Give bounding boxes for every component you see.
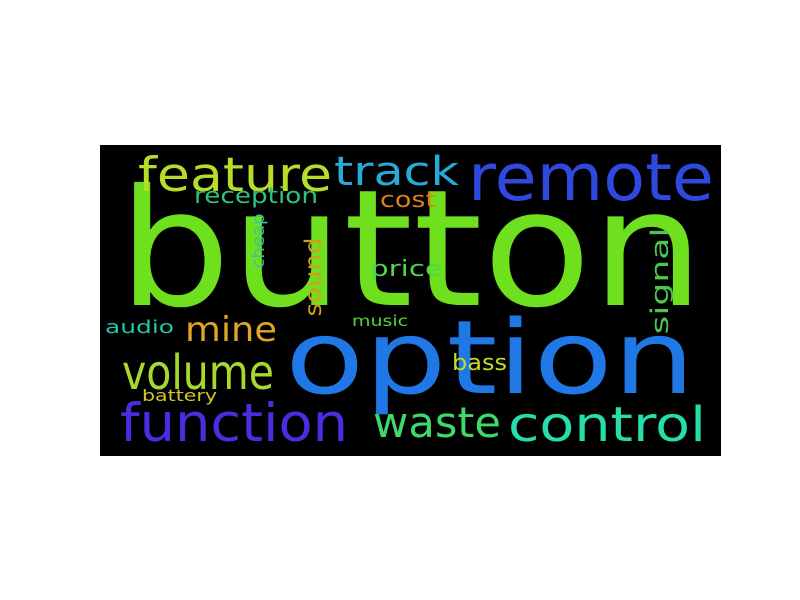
- word-bass: bass: [452, 351, 507, 376]
- word-cheap: cheap: [249, 214, 269, 269]
- word-waste: waste: [373, 398, 501, 447]
- word-cloud-background: [100, 145, 721, 456]
- word-button: button: [118, 156, 704, 344]
- word-price: price: [370, 257, 443, 282]
- word-function: function: [120, 393, 348, 454]
- word-audio: audio: [105, 317, 174, 338]
- word-mine: mine: [185, 310, 277, 350]
- word-cost: cost: [380, 188, 436, 213]
- word-feature: feature: [138, 148, 332, 203]
- word-signal: signal: [646, 228, 674, 335]
- word-reception: reception: [194, 184, 318, 209]
- word-volume: volume: [122, 345, 274, 401]
- word-option: option: [285, 299, 695, 418]
- word-track: track: [334, 149, 460, 195]
- word-battery: battery: [142, 386, 217, 405]
- word-sound: sound: [301, 238, 327, 317]
- word-control: control: [508, 397, 706, 453]
- word-remote: remote: [468, 145, 714, 216]
- word-music: music: [352, 312, 408, 330]
- word-cloud: button option remote feature track volume func…: [100, 145, 721, 456]
